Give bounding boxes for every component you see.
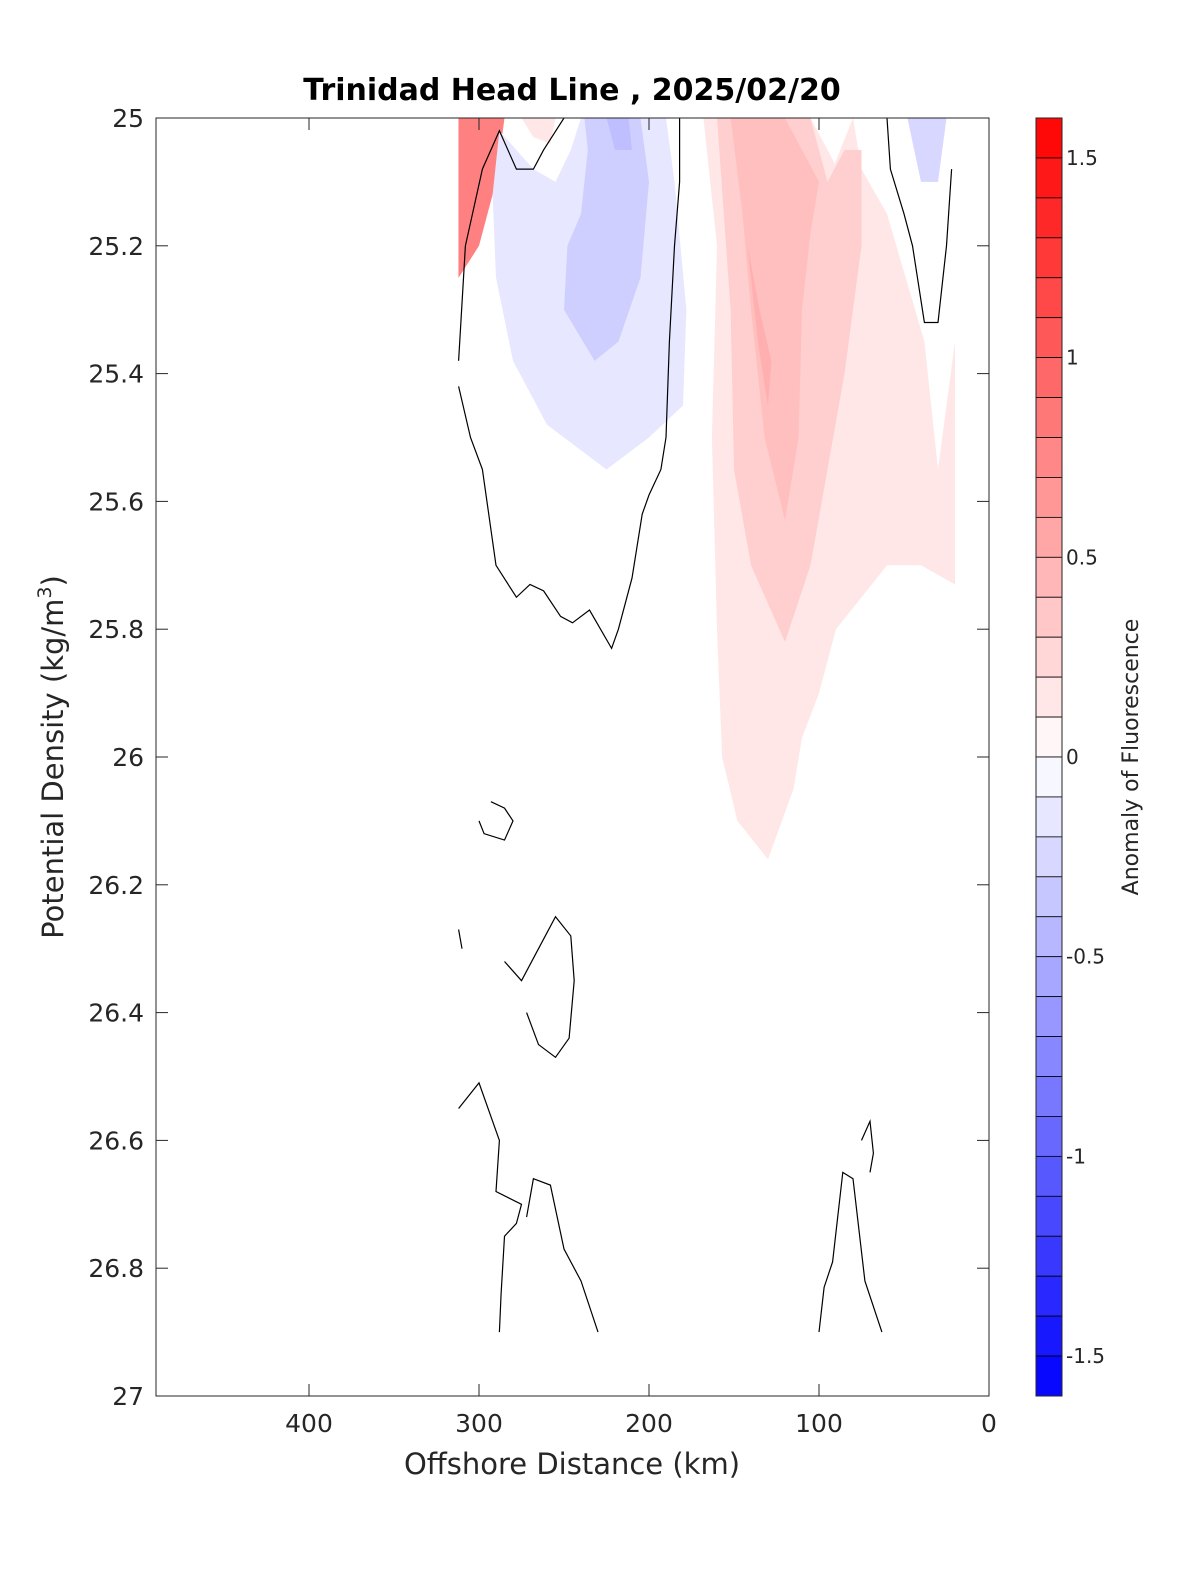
y-tick-label: 26.4	[88, 999, 144, 1028]
y-axis: 25 25.2 25.4 25.6 25.8 26 26.2 26.4 26.6 26.8 27	[88, 104, 989, 1411]
colorbar-tick-label: 0	[1066, 745, 1079, 769]
colorbar-swatch	[1035, 157, 1063, 199]
colorbar-tick-label: 1	[1066, 346, 1079, 370]
y-tick-label: 27	[112, 1382, 144, 1411]
y-tick-label: 25.4	[88, 360, 144, 389]
colorbar-swatch	[1035, 477, 1063, 518]
x-axis: 400 300 200 100 0	[285, 118, 997, 1438]
colorbar-swatch	[1035, 556, 1063, 598]
colorbar-swatch	[1035, 437, 1063, 478]
colorbar-swatch	[1035, 1195, 1063, 1237]
colorbar-swatch	[1035, 516, 1063, 558]
negative-anomaly-offshore-mid	[564, 118, 649, 361]
colorbar-swatch	[1035, 237, 1063, 279]
colorbar-frame	[1035, 117, 1063, 1397]
contour-lines	[458, 118, 953, 1333]
positive-anomaly-nearshore-core	[730, 118, 819, 521]
colorbar-swatch	[1035, 1155, 1063, 1197]
y-tick-label: 26	[112, 743, 144, 772]
colorbar-swatch	[1035, 1076, 1063, 1117]
colorbar-swatch	[1035, 636, 1063, 678]
positive-anomaly-nearshore-peak	[747, 245, 772, 406]
zero-contour-offshore-surface	[458, 118, 565, 361]
colorbar-swatch	[1035, 1355, 1063, 1397]
negative-anomaly-nearshore	[907, 118, 947, 182]
y-tick-label: 26.8	[88, 1254, 144, 1283]
zero-contour-26-6-mid	[526, 1177, 599, 1333]
colorbar-swatch	[1035, 836, 1063, 878]
zero-contour-26-8-near	[818, 1171, 883, 1333]
y-tick-label: 25.8	[88, 615, 144, 644]
y-axis-label-superscript: 3	[34, 586, 56, 598]
x-tick-label: 200	[625, 1409, 673, 1438]
zero-contour-isle-26-6-near	[860, 1118, 875, 1173]
y-axis-label-close: )	[36, 575, 70, 586]
colorbar-swatch	[1035, 596, 1063, 638]
colorbar-swatch	[1035, 916, 1063, 958]
colorbar-swatch	[1035, 277, 1063, 319]
colorbar-swatch	[1035, 716, 1063, 758]
y-axis-label: Potential Density (kg/m3)	[34, 575, 70, 939]
colorbar-swatch	[1035, 1036, 1063, 1077]
x-tick-label: 100	[795, 1409, 843, 1438]
colorbar-swatch	[1035, 197, 1063, 239]
colorbar-swatch	[1035, 996, 1063, 1037]
chart-title: Trinidad Head Line , 2025/02/20	[303, 73, 840, 108]
y-tick-label: 25	[112, 104, 144, 133]
zero-contour-26-3-left	[458, 929, 463, 949]
colorbar-swatch	[1035, 876, 1063, 918]
colorbar-swatch	[1035, 756, 1063, 798]
colorbar-swatch	[1035, 357, 1063, 398]
colorbar	[1035, 117, 1063, 1397]
y-axis-label-main: Potential Density (kg/m	[36, 599, 70, 939]
colorbar-swatch	[1035, 956, 1063, 998]
colorbar-tick-label: -0.5	[1066, 945, 1105, 969]
colorbar-swatch	[1035, 676, 1063, 718]
zero-contour-isle-26-1	[478, 801, 514, 841]
x-tick-label: 0	[981, 1409, 997, 1438]
colorbar-swatch	[1035, 796, 1063, 838]
zero-contour-nearshore	[886, 118, 953, 324]
x-tick-label: 400	[285, 1409, 333, 1438]
colorbar-tick-label: 0.5	[1066, 545, 1098, 569]
colorbar-swatch	[1035, 1235, 1063, 1277]
colorbar-tick-label: 1.5	[1066, 146, 1098, 170]
colorbar-tick-label: -1.5	[1066, 1344, 1105, 1368]
colorbar-ticks: 1.5 1 0.5 0 -0.5 -1 -1.5	[1066, 146, 1105, 1368]
x-axis-label: Offshore Distance (km)	[404, 1447, 740, 1481]
zero-contour-26-6-left	[458, 1081, 523, 1333]
y-tick-label: 25.2	[88, 232, 144, 261]
y-tick-label: 25.6	[88, 487, 144, 516]
colorbar-tick-label: -1	[1066, 1144, 1086, 1168]
negative-anomaly-offshore-core	[606, 118, 632, 150]
y-tick-label: 26.2	[88, 871, 144, 900]
y-tick-label: 26.6	[88, 1126, 144, 1155]
colorbar-swatch	[1035, 117, 1063, 159]
zero-contour-isle-26-3	[504, 915, 575, 1059]
colorbar-swatch	[1035, 397, 1063, 438]
colorbar-swatch	[1035, 1275, 1063, 1317]
filled-contours	[458, 118, 955, 860]
colorbar-swatch	[1035, 1116, 1063, 1157]
colorbar-swatch	[1035, 1315, 1063, 1357]
positive-anomaly-surface-offshore-mid	[458, 118, 505, 278]
zero-contour-offshore-mid	[458, 118, 681, 650]
colorbar-swatch	[1035, 317, 1063, 359]
x-tick-label: 300	[455, 1409, 503, 1438]
colorbar-label: Anomaly of Fluorescence	[1119, 619, 1144, 896]
positive-anomaly-small-top	[521, 118, 556, 144]
